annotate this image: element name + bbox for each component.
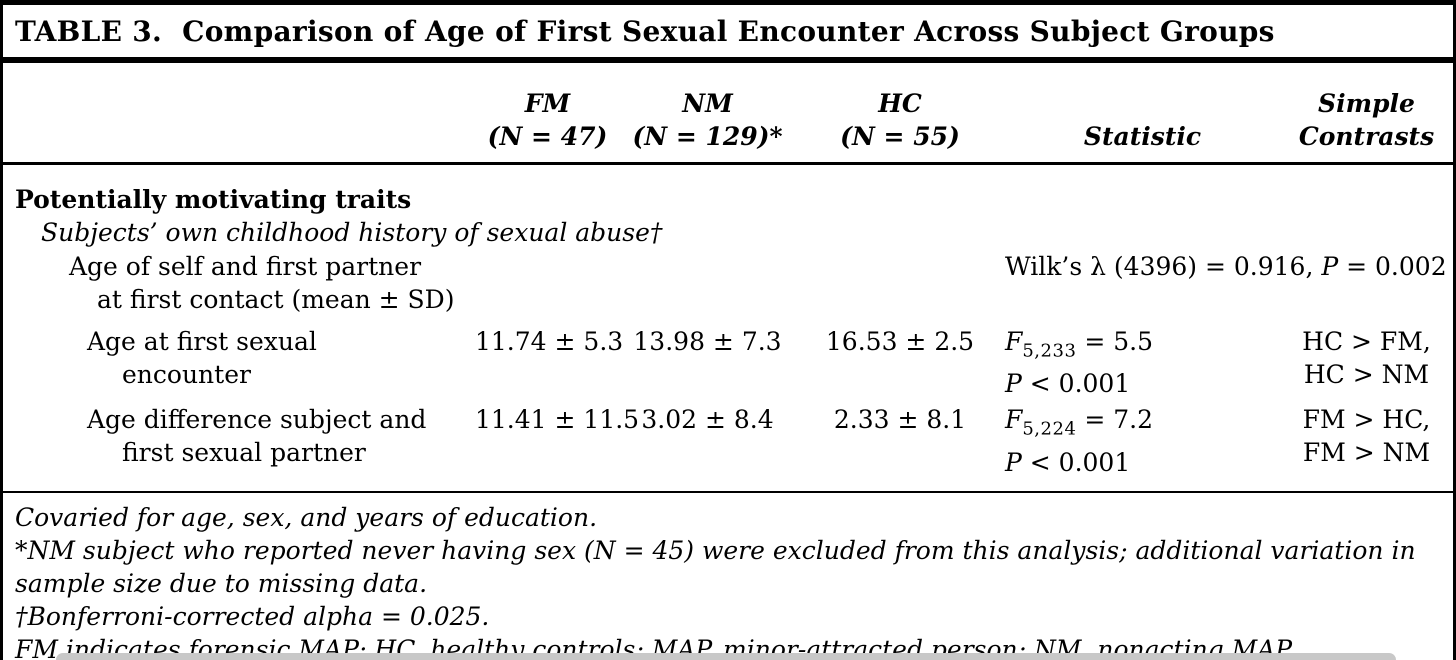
contrasts-value: HC > FM, HC > NM — [1302, 327, 1431, 389]
col-header-nm-n: (N = 129)* — [632, 122, 783, 151]
wilks-statistic: Wilk’s λ (4396) = 0.916, P = 0.002 — [1005, 252, 1447, 281]
wilks-hc-cell — [795, 249, 1005, 316]
fm-value: 11.41 ± 11.5 — [475, 400, 639, 493]
wilks-nm-cell — [620, 249, 795, 316]
footnote-asterisk: *NM subject who reported never having se… — [15, 535, 1416, 598]
col-header-nm-abbr: NM — [682, 89, 733, 118]
statistic-value: F5,224 = 7.2 P < 0.001 — [1005, 400, 1280, 493]
statistic-value: F5,233 = 5.5 P < 0.001 — [1005, 316, 1280, 400]
subsection-row: Subjects’ own childhood history of sexua… — [3, 216, 1453, 249]
footnote-covariates: Covaried for age, sex, and years of educ… — [15, 502, 598, 532]
wilks-label-line2: at first contact (mean ± SD) — [97, 285, 455, 314]
header-row: FM (N = 47) NM (N = 129)* HC (N = 55) St… — [3, 63, 1453, 165]
nm-value: 13.98 ± 7.3 — [633, 327, 782, 356]
table-number: TABLE 3. — [15, 15, 163, 48]
next-card-peek — [56, 653, 1396, 660]
section-row: Potentially motivating traits — [3, 164, 1453, 217]
row-label: Age difference subject and first sexual … — [3, 400, 475, 493]
table-row-age-first-encounter: Age at first sexual encounter 11.74 ± 5.… — [3, 316, 1453, 400]
col-header-nm: NM (N = 129)* — [620, 63, 795, 165]
hc-value: 16.53 ± 2.5 — [825, 327, 975, 356]
col-header-fm-abbr: FM — [524, 89, 571, 118]
f-statistic: F5,224 = 7.2 — [1005, 405, 1153, 440]
row-label: Age at first sexual encounter — [87, 327, 317, 389]
footnote-dagger: †Bonferroni-corrected alpha = 0.025. — [15, 601, 490, 631]
table-caption: Comparison of Age of First Sexual Encoun… — [182, 15, 1275, 48]
col-header-fm-n: (N = 47) — [487, 122, 608, 151]
col-header-hc-abbr: HC — [878, 89, 922, 118]
wilks-row: Age of self and first partner at first c… — [3, 249, 1453, 316]
wilks-label-line1: Age of self and first partner — [69, 252, 422, 281]
section-label: Potentially motivating traits — [15, 185, 412, 214]
subsection-label: Subjects’ own childhood history of sexua… — [41, 218, 663, 247]
hc-value: 2.33 ± 8.1 — [795, 400, 1005, 493]
table-title: TABLE 3. Comparison of Age of First Sexua… — [3, 5, 1453, 57]
wilks-fm-cell — [475, 249, 620, 316]
col-header-hc: HC (N = 55) — [795, 63, 1005, 165]
p-value: P < 0.001 — [1005, 447, 1131, 477]
col-header-contrasts: Simple Contrasts — [1280, 63, 1453, 165]
p-value: P < 0.001 — [1005, 369, 1131, 399]
rule-under-title — [3, 57, 1453, 63]
table-row-age-difference: Age difference subject and first sexual … — [3, 400, 1453, 493]
col-header-empty — [3, 63, 475, 165]
f-statistic: F5,233 = 5.5 — [1005, 327, 1153, 362]
contrasts-value: FM > HC, FM > NM — [1280, 400, 1453, 493]
col-header-statistic: Statistic — [1005, 63, 1280, 165]
footnotes: Covaried for age, sex, and years of educ… — [3, 493, 1453, 660]
wilks-row-label: Age of self and first partner at first c… — [3, 249, 475, 316]
comparison-table: FM (N = 47) NM (N = 129)* HC (N = 55) St… — [3, 63, 1453, 493]
col-header-fm: FM (N = 47) — [475, 63, 620, 165]
fm-value: 11.74 ± 5.3 — [475, 327, 624, 356]
col-header-hc-n: (N = 55) — [840, 122, 960, 151]
nm-value: 3.02 ± 8.4 — [620, 400, 795, 493]
